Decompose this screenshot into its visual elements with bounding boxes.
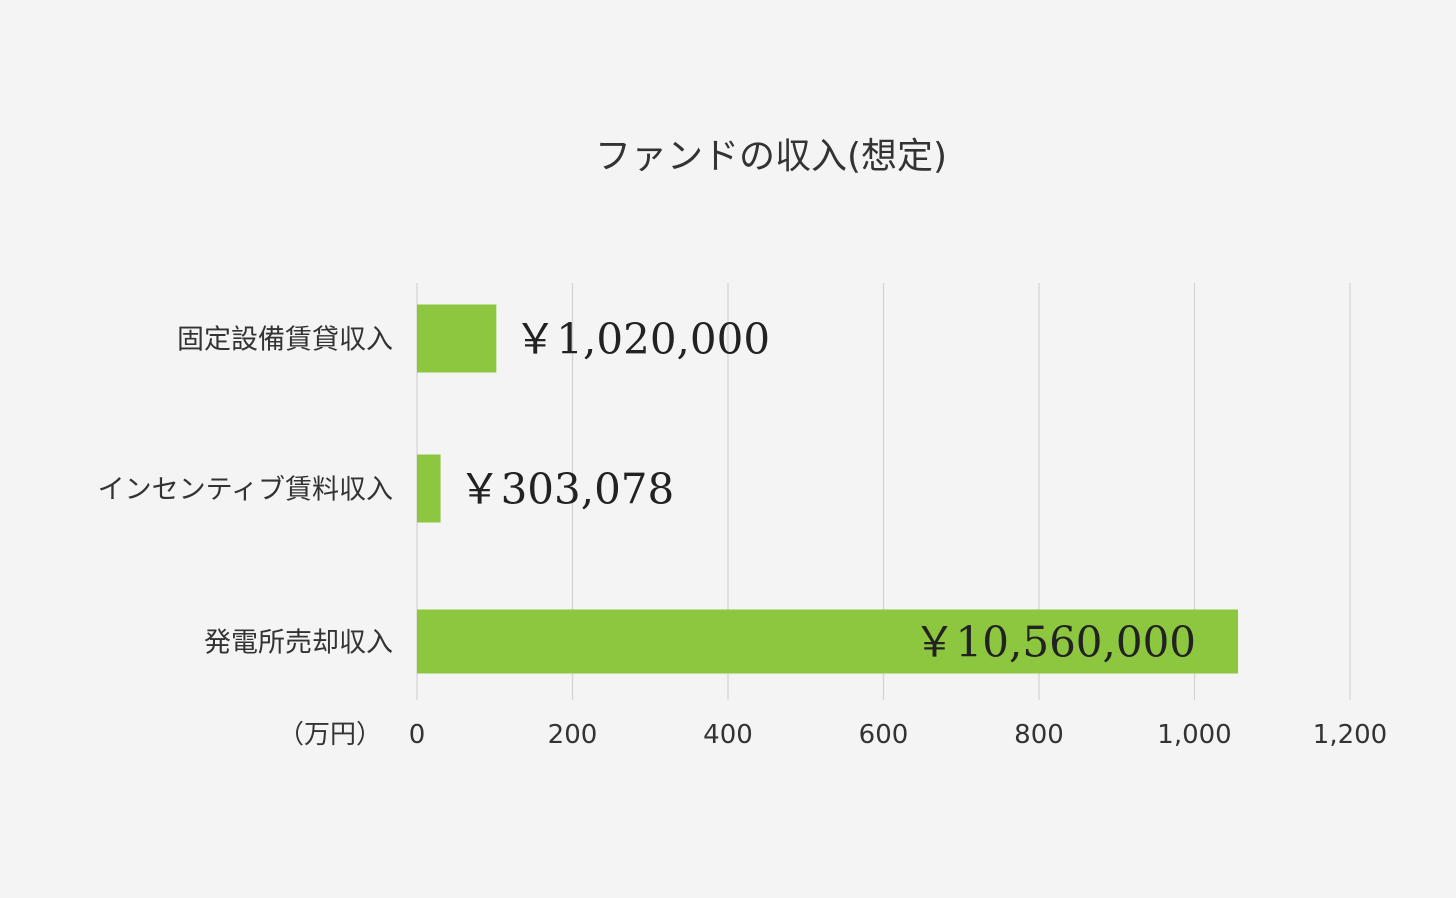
data-label: ￥1,020,000	[514, 315, 770, 364]
x-tick-label: 800	[1014, 720, 1064, 750]
x-tick-label: 200	[548, 720, 598, 750]
y-category-label: インセンティブ賃料収入	[98, 475, 393, 506]
chart-title: ファンドの収入(想定)	[595, 136, 947, 177]
x-tick-label: 1,000	[1157, 720, 1231, 750]
x-tick-label: 600	[859, 720, 909, 750]
grid-layer	[416, 283, 1351, 700]
data-label: ￥10,560,000	[914, 618, 1196, 667]
tick-layer: 0 200 400 600 800 1,000 1,200	[409, 720, 1387, 750]
bar-layer	[417, 304, 1239, 674]
x-tick-label: 0	[409, 720, 426, 750]
label-layer: 固定設備賃貸収入 ￥1,020,000 インセンティブ賃料収入 ￥303,078 発電所…	[98, 315, 1196, 667]
x-unit-label: （万円）	[278, 720, 382, 750]
x-tick-label: 400	[703, 720, 753, 750]
y-category-label: 発電所売却収入	[204, 628, 393, 659]
bar	[417, 304, 497, 373]
data-label: ￥303,078	[459, 465, 675, 514]
x-tick-label: 1,200	[1313, 720, 1387, 750]
bar	[417, 609, 1239, 674]
bar	[417, 454, 441, 523]
y-category-label: 固定設備賃貸収入	[177, 325, 393, 356]
